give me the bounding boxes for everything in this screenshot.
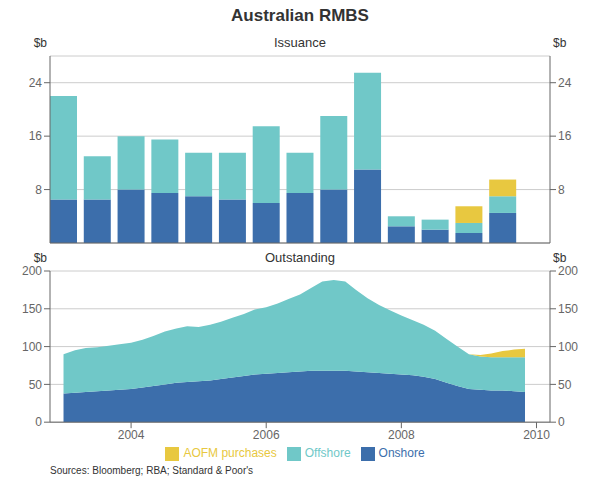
html-text:$b: $b [553,251,567,265]
svg-text:0: 0 [558,415,565,429]
html-text:$b: $b [33,251,47,265]
html-text:Sources: Bloomberg; RBA; Stand: Sources: Bloomberg; RBA; Standard & Poor… [50,465,254,476]
svg-text:24: 24 [558,76,572,90]
svg-text:2010: 2010 [523,428,550,442]
html-text:$b: $b [553,36,567,50]
svg-text:2004: 2004 [118,428,145,442]
svg-text:200: 200 [558,264,578,278]
svg-text:100: 100 [558,340,578,354]
svg-text:50: 50 [558,378,572,392]
svg-text:2006: 2006 [253,428,280,442]
html-text:Onshore: Onshore [378,446,425,461]
html-text:Outstanding: Outstanding [264,250,335,265]
svg-text:50: 50 [29,378,43,392]
svg-text:150: 150 [22,302,42,316]
svg-text:8: 8 [558,183,565,197]
html-text:Issuance: Issuance [274,35,326,50]
svg-text:16: 16 [29,129,43,143]
html-text:Offshore: Offshore [304,446,351,461]
svg-text:100: 100 [22,340,42,354]
svg-text:200: 200 [22,264,42,278]
html-text:Australian RMBS: Australian RMBS [231,6,369,25]
svg-text:8: 8 [35,183,42,197]
svg-text:24: 24 [29,76,43,90]
svg-text:150: 150 [558,302,578,316]
html-text:$b: $b [33,36,47,50]
html-text:AOFM purchases: AOFM purchases [183,446,277,461]
svg-text:0: 0 [35,415,42,429]
svg-text:16: 16 [558,129,572,143]
svg-text:2008: 2008 [388,428,415,442]
